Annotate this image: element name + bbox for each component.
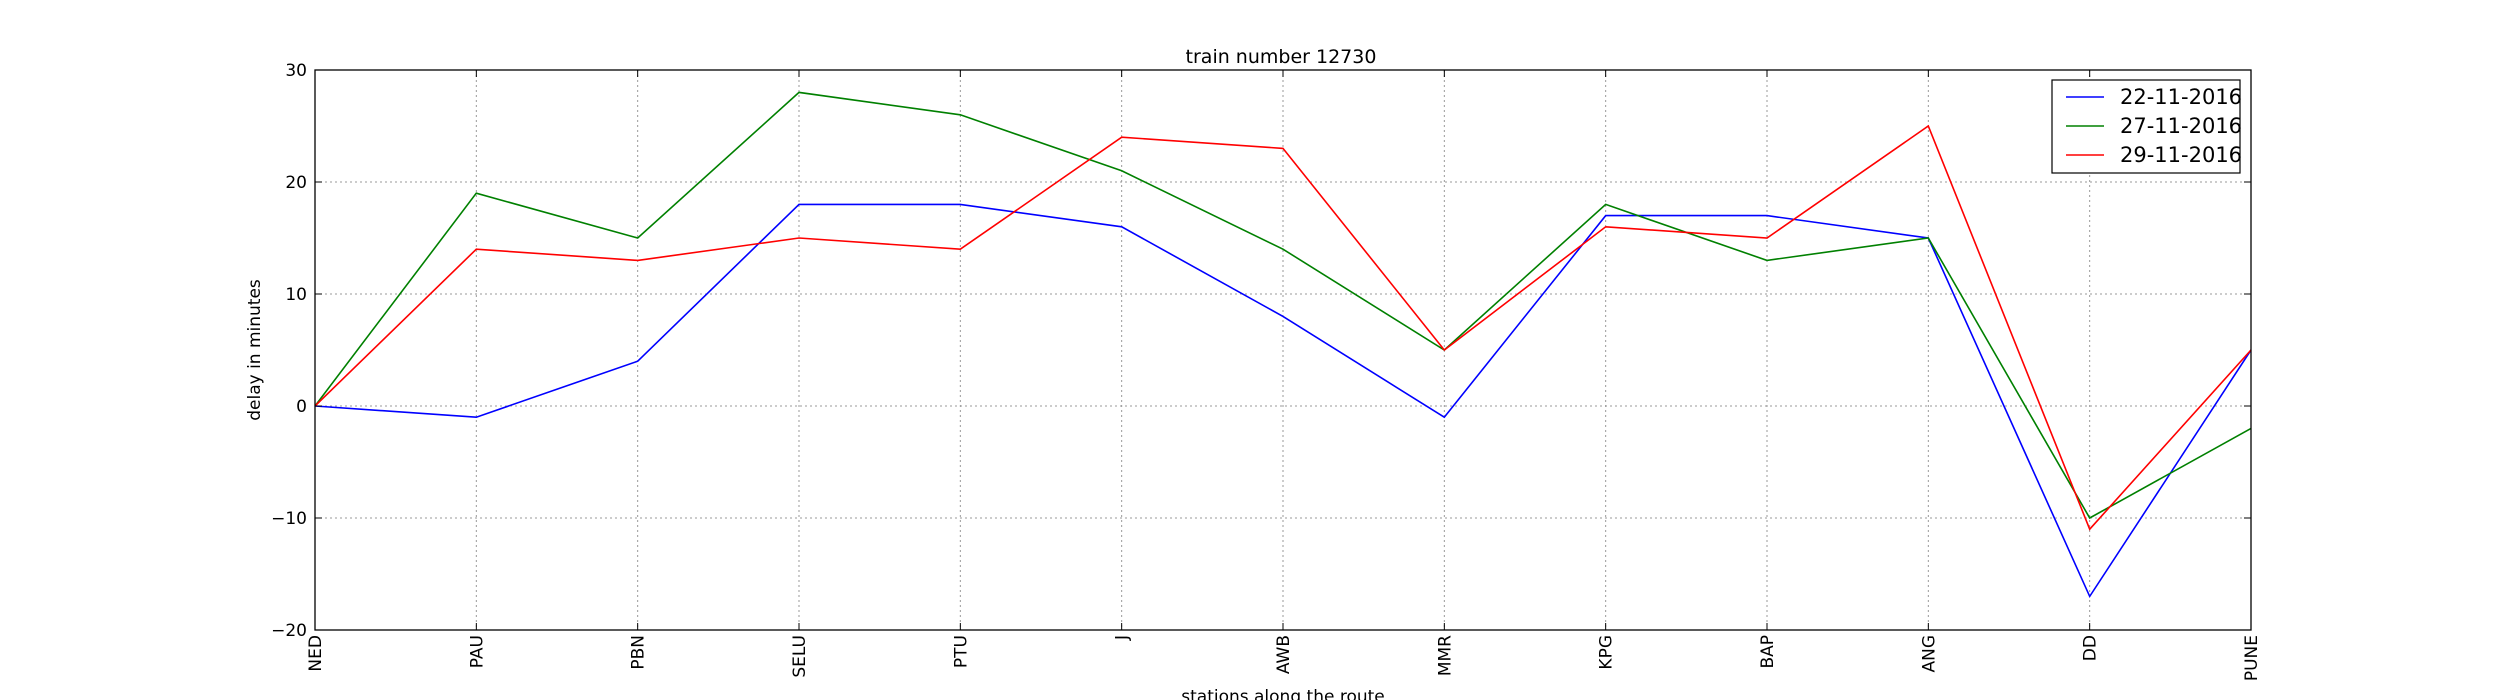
- x-tick-label: KPG: [1597, 635, 1617, 670]
- x-tick-label: MMR: [1435, 635, 1455, 676]
- y-tick-label: 30: [285, 61, 307, 81]
- x-tick-label: SELU: [790, 635, 810, 678]
- legend-label: 22-11-2016: [2120, 85, 2242, 109]
- x-tick-label: DD: [2081, 635, 2101, 661]
- x-tick-label: PBN: [629, 635, 649, 670]
- y-tick-label: −10: [271, 509, 307, 529]
- axis-ticks: [314, 69, 2252, 631]
- x-tick-label: BAP: [1758, 635, 1778, 669]
- y-tick-label: 20: [285, 173, 307, 193]
- series-line: [314, 91, 2252, 520]
- series-line: [314, 124, 2252, 531]
- x-tick-label: PTU: [951, 635, 971, 668]
- chart-title: train number 12730: [1186, 46, 1377, 68]
- y-axis-label: delay in minutes: [245, 279, 265, 421]
- x-tick-label: PAU: [467, 635, 487, 668]
- x-tick-labels: NED PAU PBN SELU PTU J AWB MMR KPG BAP ANG DD PUNE: [306, 635, 2262, 681]
- grid-lines: [315, 70, 2251, 630]
- x-tick-label: J: [1113, 635, 1133, 641]
- x-tick-label: AWB: [1274, 635, 1294, 674]
- y-tick-label: −20: [271, 621, 307, 641]
- legend-label: 29-11-2016: [2120, 143, 2242, 167]
- x-tick-label: PUNE: [2242, 635, 2262, 681]
- legend-label: 27-11-2016: [2120, 114, 2242, 138]
- legend: 22-11-2016 27-11-2016 29-11-2016: [2051, 79, 2242, 174]
- x-tick-label: NED: [306, 635, 326, 672]
- x-tick-label: ANG: [1919, 635, 1939, 673]
- series-lines: [314, 91, 2252, 599]
- y-tick-label: 0: [296, 397, 307, 417]
- y-tick-labels: −20 −10 0 10 20 30: [271, 61, 307, 641]
- y-tick-label: 10: [285, 285, 307, 305]
- x-axis-label: stations along the route: [1181, 687, 1385, 700]
